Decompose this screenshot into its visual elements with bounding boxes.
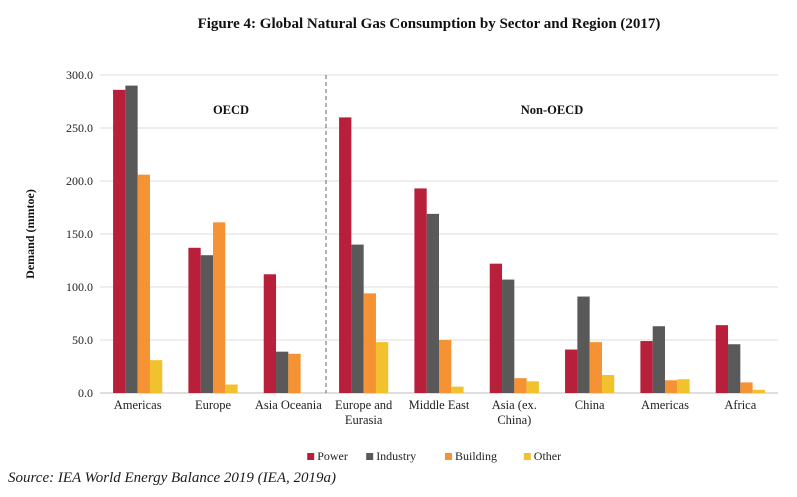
bar-other xyxy=(677,379,690,393)
legend-swatch-power xyxy=(307,453,315,460)
bar-power xyxy=(263,274,277,393)
legend-swatch-other xyxy=(523,453,531,460)
y-tick-label: 100.0 xyxy=(66,280,93,294)
legend-swatch-industry xyxy=(366,453,374,460)
x-tick-label-line: Europe and xyxy=(335,398,393,412)
bar-building xyxy=(137,174,150,393)
x-tick-label: Asia Oceania xyxy=(255,398,322,412)
x-tick-label-line: Africa xyxy=(724,398,756,412)
x-tick-label: China xyxy=(575,398,605,412)
bar-industry xyxy=(276,351,289,393)
x-tick-label-line: China xyxy=(575,398,605,412)
y-tick-label: 300.0 xyxy=(66,68,93,82)
y-tick-label: 150.0 xyxy=(66,227,93,241)
bar-building xyxy=(740,382,753,393)
bar-power xyxy=(715,325,729,393)
y-axis-label: Demand (mmtoe) xyxy=(23,189,37,279)
x-tick-label-line: Americas xyxy=(114,398,162,412)
bar-building xyxy=(665,380,678,393)
legend-swatch-building xyxy=(445,453,452,460)
bar-power xyxy=(640,341,653,393)
legend-label: Power xyxy=(317,449,348,463)
x-tick-label: Africa xyxy=(724,398,756,412)
bar-chart: Figure 4: Global Natural Gas Consumption… xyxy=(23,16,778,463)
source-note: Source: IEA World Energy Balance 2019 (I… xyxy=(8,470,336,486)
bar-other xyxy=(375,342,389,393)
y-tick-label: 200.0 xyxy=(66,174,93,188)
bar-power xyxy=(414,188,427,393)
y-tick-label: 50.0 xyxy=(72,333,93,347)
bar-building xyxy=(439,340,452,393)
x-tick-label: Middle East xyxy=(409,398,470,412)
bar-building xyxy=(288,353,301,393)
x-tick-label: Europe xyxy=(195,398,232,412)
x-tick-label-line: Asia (ex. xyxy=(492,398,537,412)
x-tick-label-line: Asia Oceania xyxy=(255,398,322,412)
bar-industry xyxy=(502,279,515,393)
bar-power xyxy=(565,349,578,393)
bar-building xyxy=(363,293,376,393)
group-label: OECD xyxy=(213,103,249,117)
legend-label: Industry xyxy=(376,449,416,463)
x-tick-label: Americas xyxy=(114,398,162,412)
bar-industry xyxy=(351,244,364,393)
x-tick-label: Asia (ex. China) xyxy=(492,398,537,427)
chart-title: Figure 4: Global Natural Gas Consumption… xyxy=(198,16,661,32)
bar-power xyxy=(339,117,352,394)
bar-other xyxy=(225,384,238,393)
bar-other xyxy=(526,381,539,393)
bar-other xyxy=(451,386,464,393)
bar-industry xyxy=(200,255,213,393)
x-tick-label-line: Americas xyxy=(641,398,689,412)
bar-other xyxy=(601,374,615,393)
bar-building xyxy=(213,222,226,393)
x-tick-label-line: China) xyxy=(497,413,531,427)
bar-industry xyxy=(577,296,590,393)
bar-industry xyxy=(652,326,665,393)
bar-other xyxy=(149,360,163,393)
bar-building xyxy=(514,378,527,393)
y-tick-label: 250.0 xyxy=(66,121,93,135)
y-tick-label: 0.0 xyxy=(78,386,93,400)
group-label: Non-OECD xyxy=(521,103,584,117)
bar-power xyxy=(188,247,201,393)
bar-building xyxy=(589,342,602,393)
legend-label: Other xyxy=(534,449,561,463)
x-tick-label: Americas xyxy=(641,398,689,412)
bar-power xyxy=(113,89,126,393)
x-tick-label: Europe and Eurasia xyxy=(335,398,393,427)
bar-power xyxy=(489,263,503,393)
bar-industry xyxy=(125,85,138,393)
x-tick-label-line: Europe xyxy=(195,398,232,412)
bar-other xyxy=(752,389,765,393)
legend-label: Building xyxy=(455,449,497,463)
bar-industry xyxy=(728,344,741,393)
x-tick-label-line: Middle East xyxy=(409,398,470,412)
x-tick-label-line: Eurasia xyxy=(345,413,383,427)
bar-industry xyxy=(426,213,439,393)
